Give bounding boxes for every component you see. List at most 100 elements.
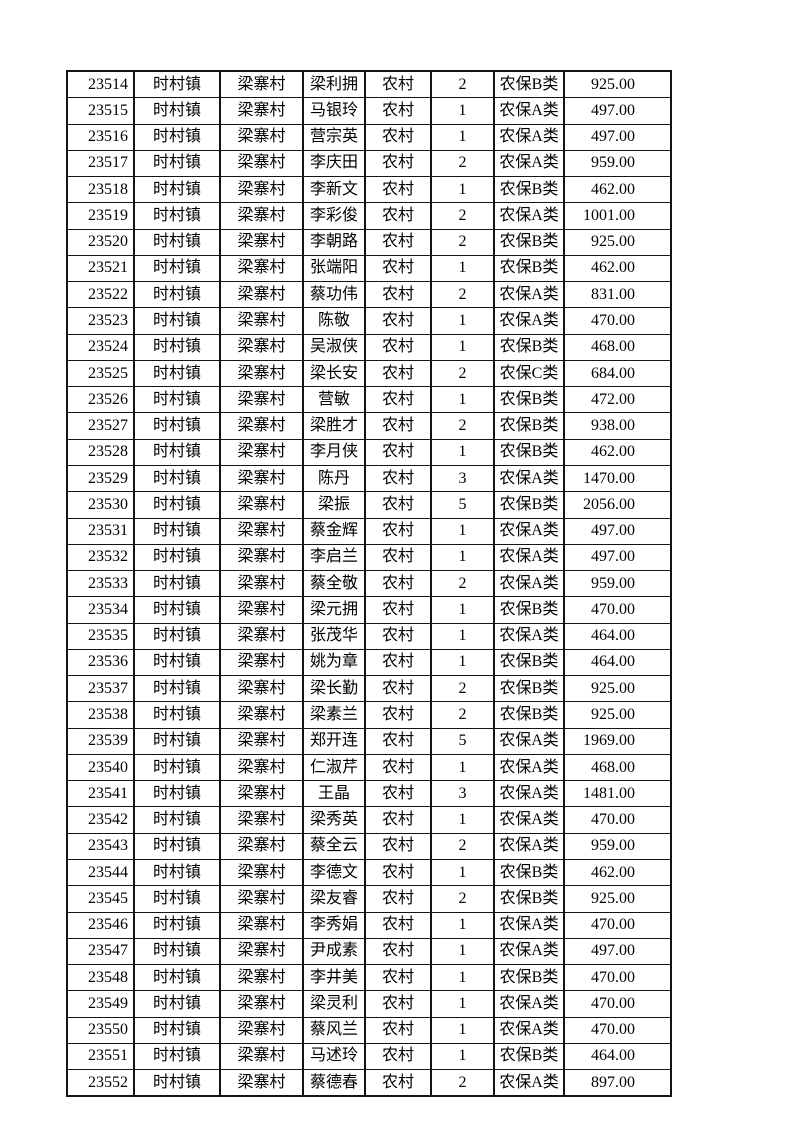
table-row: 23529 时村镇 梁寨村 陈丹 农村 3 农保A类 1470.00 [66,464,672,493]
table-row: 23540 时村镇 梁寨村 仁淑芹 农村 1 农保A类 468.00 [66,753,672,782]
cell-town: 时村镇 [133,570,221,598]
table-row: 23542 时村镇 梁寨村 梁秀英 农村 1 农保A类 470.00 [66,806,672,834]
cell-residence: 农村 [364,570,432,598]
cell-amount: 470.00 [563,1016,672,1044]
cell-residence: 农村 [364,596,432,624]
cell-village: 梁寨村 [219,990,304,1018]
table-row: 23548 时村镇 梁寨村 李井美 农村 1 农保B类 470.00 [66,964,672,992]
roster-table: 23514 时村镇 梁寨村 梁利拥 农村 2 农保B类 925.00 23515 时村镇 梁寨村 马银… [66,70,672,1098]
cell-category: 农保A类 [493,202,565,230]
cell-town: 时村镇 [133,176,221,204]
cell-town: 时村镇 [133,1016,221,1044]
cell-id: 23549 [66,990,135,1018]
table-row: 23543 时村镇 梁寨村 蔡全云 农村 2 农保A类 959.00 [66,832,672,860]
cell-count: 2 [430,1069,495,1097]
cell-id: 23551 [66,1042,135,1071]
cell-category: 农保A类 [493,543,565,572]
table-row: 23549 时村镇 梁寨村 梁灵利 农村 1 农保A类 470.00 [66,990,672,1018]
table-row: 23521 时村镇 梁寨村 张端阳 农村 1 农保B类 462.00 [66,254,672,283]
cell-village: 梁寨村 [219,753,304,782]
cell-village: 梁寨村 [219,570,304,598]
cell-name: 梁长勤 [302,675,366,703]
cell-residence: 农村 [364,123,432,151]
cell-amount: 468.00 [563,333,672,361]
cell-id: 23552 [66,1069,135,1097]
cell-category: 农保A类 [493,149,565,178]
cell-town: 时村镇 [133,70,221,99]
cell-town: 时村镇 [133,990,221,1018]
cell-residence: 农村 [364,176,432,204]
cell-residence: 农村 [364,964,432,992]
cell-id: 23519 [66,202,135,230]
cell-town: 时村镇 [133,596,221,624]
cell-amount: 925.00 [563,885,672,913]
cell-category: 农保A类 [493,1016,565,1044]
cell-town: 时村镇 [133,149,221,178]
cell-residence: 农村 [364,517,432,545]
cell-name: 王晶 [302,780,366,808]
cell-village: 梁寨村 [219,464,304,493]
cell-residence: 农村 [364,937,432,966]
cell-town: 时村镇 [133,937,221,966]
table-row: 23517 时村镇 梁寨村 李庆田 农村 2 农保A类 959.00 [66,149,672,178]
cell-name: 李新文 [302,176,366,204]
cell-category: 农保B类 [493,333,565,361]
cell-residence: 农村 [364,70,432,99]
cell-id: 23517 [66,149,135,178]
cell-amount: 497.00 [563,123,672,151]
cell-id: 23522 [66,281,135,309]
cell-residence: 农村 [364,858,432,887]
cell-residence: 农村 [364,491,432,519]
table-row: 23538 时村镇 梁寨村 梁素兰 农村 2 农保B类 925.00 [66,701,672,729]
cell-name: 营宗英 [302,123,366,151]
cell-amount: 462.00 [563,858,672,887]
cell-residence: 农村 [364,675,432,703]
cell-town: 时村镇 [133,701,221,729]
cell-town: 时村镇 [133,254,221,283]
cell-amount: 470.00 [563,964,672,992]
cell-residence: 农村 [364,832,432,860]
cell-amount: 938.00 [563,412,672,440]
cell-id: 23516 [66,123,135,151]
cell-count: 1 [430,97,495,125]
table-row: 23524 时村镇 梁寨村 吴淑侠 农村 1 农保B类 468.00 [66,333,672,361]
cell-category: 农保A类 [493,806,565,834]
cell-count: 2 [430,412,495,440]
cell-count: 1 [430,964,495,992]
table-row: 23523 时村镇 梁寨村 陈敬 农村 1 农保A类 470.00 [66,307,672,335]
cell-amount: 464.00 [563,1042,672,1071]
cell-name: 郑开连 [302,727,366,755]
cell-name: 姚为章 [302,648,366,677]
cell-amount: 470.00 [563,911,672,939]
cell-id: 23543 [66,832,135,860]
cell-village: 梁寨村 [219,648,304,677]
cell-town: 时村镇 [133,780,221,808]
cell-residence: 农村 [364,780,432,808]
cell-count: 1 [430,517,495,545]
cell-category: 农保B类 [493,176,565,204]
cell-residence: 农村 [364,438,432,466]
table-row: 23516 时村镇 梁寨村 营宗英 农村 1 农保A类 497.00 [66,123,672,151]
cell-id: 23514 [66,70,135,99]
cell-category: 农保B类 [493,386,565,414]
table-row: 23551 时村镇 梁寨村 马述玲 农村 1 农保B类 464.00 [66,1042,672,1071]
cell-count: 2 [430,202,495,230]
cell-amount: 497.00 [563,517,672,545]
cell-residence: 农村 [364,464,432,493]
cell-village: 梁寨村 [219,149,304,178]
cell-name: 仁淑芹 [302,753,366,782]
cell-count: 5 [430,727,495,755]
cell-category: 农保A类 [493,727,565,755]
cell-village: 梁寨村 [219,176,304,204]
cell-town: 时村镇 [133,885,221,913]
cell-residence: 农村 [364,727,432,755]
cell-name: 陈敬 [302,307,366,335]
cell-count: 1 [430,386,495,414]
cell-category: 农保C类 [493,359,565,388]
cell-id: 23548 [66,964,135,992]
cell-residence: 农村 [364,1069,432,1097]
cell-name: 蔡全敬 [302,570,366,598]
cell-amount: 462.00 [563,438,672,466]
cell-id: 23518 [66,176,135,204]
cell-residence: 农村 [364,622,432,650]
